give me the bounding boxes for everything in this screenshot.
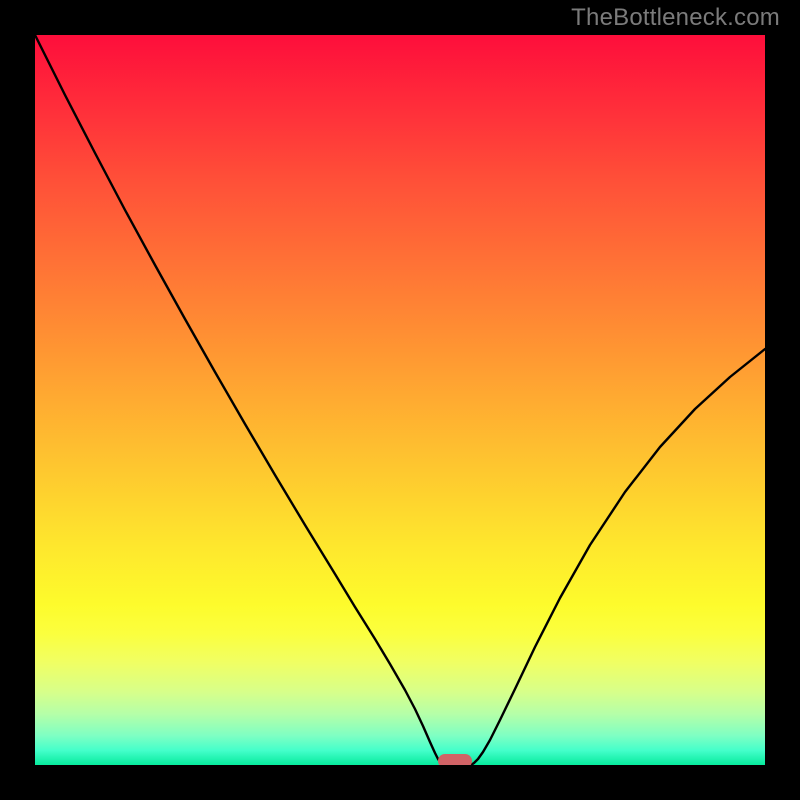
- curve-path: [35, 35, 765, 765]
- plot-area: [35, 35, 765, 765]
- watermark-label: TheBottleneck.com: [571, 4, 780, 32]
- chart-stage: TheBottleneck.com: [0, 0, 800, 800]
- optimum-marker: [438, 754, 472, 765]
- bottleneck-curve: [35, 35, 765, 765]
